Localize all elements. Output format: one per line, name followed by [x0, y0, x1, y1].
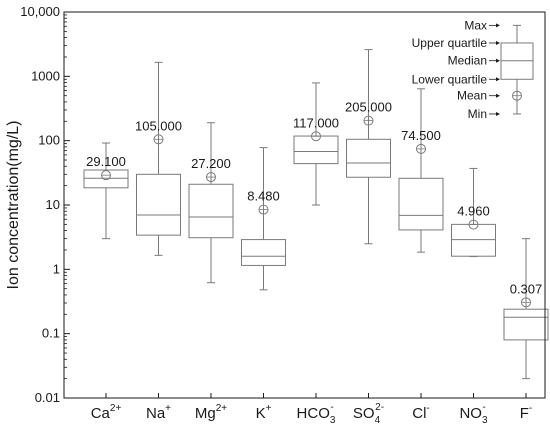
legend-arrow-head — [496, 77, 500, 82]
box-8: 4.960 — [451, 167, 496, 258]
category-superscript: 2+ — [110, 403, 122, 414]
category-superscript: 2+ — [216, 403, 228, 414]
category-superscript: + — [165, 403, 171, 414]
quartile-box — [83, 169, 129, 189]
legend-label: Min — [468, 107, 487, 121]
x-category-label: Ca2+ — [91, 403, 122, 422]
mean-value-label: 105.000 — [135, 118, 182, 133]
legend-label: Median — [448, 54, 487, 68]
category-base: F — [520, 405, 529, 422]
category-superscript: - — [330, 402, 333, 413]
box-6: 205.000 — [345, 49, 392, 245]
quartile-box — [293, 135, 339, 165]
mean-value-label: 0.307 — [510, 281, 543, 296]
y-tick-label: 1000 — [31, 68, 60, 83]
legend-arrow-head — [496, 23, 500, 28]
category-base: Ca — [91, 405, 111, 422]
legend-label: Mean — [457, 89, 487, 103]
legend: Max Upper quartile Median Lower quartile Mea… — [412, 18, 534, 121]
y-tick-label: 10,000 — [20, 4, 60, 19]
y-tick-label: 10 — [46, 197, 60, 212]
x-category-label: SO4 2- — [353, 402, 384, 426]
legend-label: Lower quartile — [412, 72, 488, 86]
quartile-box — [503, 308, 549, 341]
y-tick-label: 0.01 — [35, 390, 60, 405]
quartile-box — [136, 173, 181, 236]
category-superscript: 2- — [375, 402, 384, 413]
category-base: Na — [146, 405, 166, 422]
box-7: 74.500 — [398, 88, 444, 253]
x-category-label: NO3 - — [459, 402, 488, 426]
y-tick-label: 0.1 — [42, 326, 60, 341]
x-category-label: Na+ — [146, 403, 171, 422]
quartile-box — [241, 239, 286, 266]
x-category-label: K+ — [256, 403, 272, 422]
box-1: 29.100 — [83, 142, 129, 240]
boxes-layer: 29.100 105.000 27.200 8.480 117.000 205.000 74… — [83, 49, 549, 380]
mean-value-label: 117.000 — [293, 115, 339, 130]
category-subscript: 4 — [375, 415, 381, 426]
quartile-box — [398, 177, 444, 231]
category-superscript: - — [426, 403, 429, 414]
category-base: K — [256, 405, 266, 422]
x-category-label: Cl- — [412, 403, 430, 422]
category-subscript: 3 — [330, 415, 336, 426]
legend-arrow-head — [496, 111, 500, 116]
x-category-label: HCO3 - — [297, 402, 336, 426]
mean-value-label: 8.480 — [247, 189, 280, 204]
legend-arrow-head — [496, 93, 500, 98]
box-5: 117.000 — [293, 82, 339, 206]
x-category-label: F- — [520, 403, 533, 422]
category-superscript: - — [483, 402, 486, 413]
category-base: NO — [459, 405, 482, 422]
x-category-label: Mg2+ — [195, 403, 227, 422]
mean-value-label: 74.500 — [401, 128, 441, 143]
quartile-box — [188, 183, 234, 239]
category-base: Cl — [412, 405, 426, 422]
legend-label: Max — [464, 18, 487, 32]
category-superscript: - — [529, 403, 532, 414]
category-subscript: 3 — [482, 415, 488, 426]
legend-label: Upper quartile — [412, 36, 488, 50]
box-4: 8.480 — [241, 147, 286, 291]
y-axis-title: Ion concentration(mg/L) — [5, 121, 22, 290]
mean-value-label: 205.000 — [345, 100, 392, 115]
box-3: 27.200 — [188, 122, 234, 284]
mean-value-label: 4.960 — [457, 204, 490, 219]
category-base: SO — [353, 405, 375, 422]
y-tick-label: 100 — [38, 133, 60, 148]
legend-arrow-head — [496, 58, 500, 63]
category-base: Mg — [195, 405, 216, 422]
legend-arrow-head — [496, 40, 500, 45]
mean-value-label: 27.200 — [191, 156, 231, 171]
y-axis: 0.01 0.1 1 10 100 1000 10,000 — [20, 4, 70, 405]
box-2: 105.000 — [135, 61, 182, 256]
category-base: HCO — [297, 405, 330, 422]
quartile-box — [346, 138, 391, 178]
y-tick-label: 1 — [53, 261, 60, 276]
box-9: 0.307 — [503, 238, 549, 380]
x-axis: Ca2+ Na+ Mg2+ K+ HCO3- SO42- Cl- NO3- F- — [91, 393, 533, 426]
mean-value-label: 29.100 — [86, 154, 126, 169]
category-superscript: + — [266, 403, 272, 414]
